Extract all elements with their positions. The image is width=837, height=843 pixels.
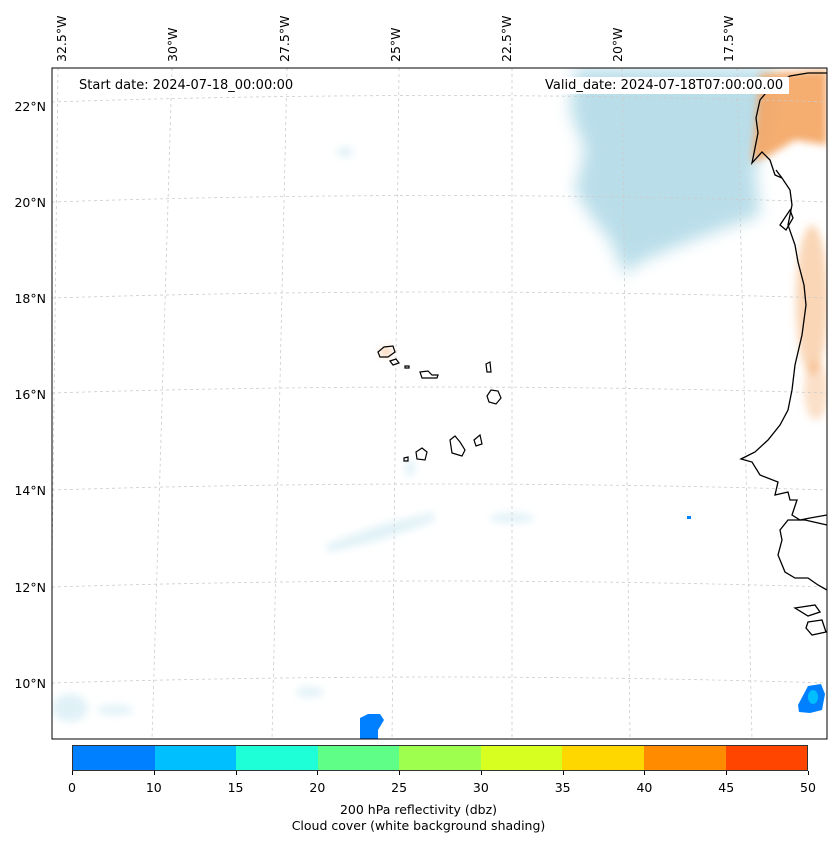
lat-label: 20°N	[14, 195, 46, 210]
colorbar-tick-label: 15	[227, 780, 244, 795]
colorbar-label-line1: 200 hPa reflectivity (dbz)	[339, 802, 498, 817]
valid-date-label: Valid_date: 2024-07-18T07:00:00.00	[539, 77, 790, 94]
lon-label: 20°W	[610, 27, 625, 62]
colorbar-tick-label: 25	[391, 780, 408, 795]
start-date-label: Start date: 2024-07-18_00:00:00	[73, 77, 300, 94]
colorbar-segment	[725, 746, 808, 770]
colorbar-tick-label: 30	[472, 780, 489, 795]
lon-label: 22.5°W	[499, 16, 514, 62]
colorbar-segment	[480, 746, 563, 770]
colorbar-segment	[236, 746, 318, 770]
latitude-labels: 22°N 20°N 18°N 16°N 14°N 12°N 10°N	[14, 99, 46, 691]
colorbar-tick-label: 35	[554, 780, 571, 795]
colorbar-label-line2: Cloud cover (white background shading)	[291, 818, 546, 833]
colorbar-tick-mark	[808, 771, 809, 775]
lat-label: 14°N	[14, 483, 46, 498]
lon-label: 32.5°W	[54, 16, 69, 62]
coastline-africa	[739, 72, 827, 636]
colorbar-segment	[154, 746, 237, 770]
colorbar-segment	[399, 746, 481, 770]
cloud-cover-shading	[570, 68, 775, 275]
lon-label: 30°W	[165, 27, 180, 62]
lat-label: 10°N	[14, 676, 46, 691]
cloud-cover-light	[52, 147, 534, 722]
colorbar-segment	[643, 746, 726, 770]
graticule	[52, 68, 827, 739]
colorbar-tick-mark	[562, 771, 564, 775]
colorbar-tick-label: 20	[309, 780, 326, 795]
reflectivity-cells	[360, 516, 825, 739]
lon-label: 25°W	[388, 27, 403, 62]
lon-label: 17.5°W	[721, 16, 736, 62]
lat-label: 12°N	[14, 580, 46, 595]
colorbar-segment	[317, 746, 400, 770]
colorbar-tick-label: 0	[68, 780, 76, 795]
lon-label: 27.5°W	[277, 16, 292, 62]
colorbar-tick-mark	[480, 771, 482, 775]
map-frame	[51, 67, 828, 740]
colorbar-tick-mark	[399, 771, 401, 775]
colorbar-tick-mark	[317, 771, 319, 775]
colorbar-tick-mark	[644, 771, 646, 775]
colorbar-segment	[73, 746, 155, 770]
colorbar	[72, 745, 808, 771]
colorbar-tick-label: 50	[800, 780, 816, 795]
colorbar-tick-mark	[153, 771, 155, 775]
colorbar-segment	[562, 746, 644, 770]
colorbar-tick-mark	[72, 771, 73, 775]
colorbar-tick-mark	[726, 771, 728, 775]
cape-verde-islands	[377, 345, 502, 462]
colorbar-tick-mark	[235, 771, 237, 775]
lat-label: 16°N	[14, 387, 46, 402]
lat-label: 18°N	[14, 291, 46, 306]
colorbar-tick-label: 45	[718, 780, 735, 795]
lat-label: 22°N	[14, 99, 46, 114]
longitude-labels: 32.5°W 30°W 27.5°W 25°W 22.5°W 20°W 17.5…	[54, 16, 736, 62]
colorbar-label: 200 hPa reflectivity (dbz) Cloud cover (…	[0, 802, 837, 834]
colorbar-tick-label: 10	[145, 780, 162, 795]
colorbar-tick-label: 40	[636, 780, 653, 795]
